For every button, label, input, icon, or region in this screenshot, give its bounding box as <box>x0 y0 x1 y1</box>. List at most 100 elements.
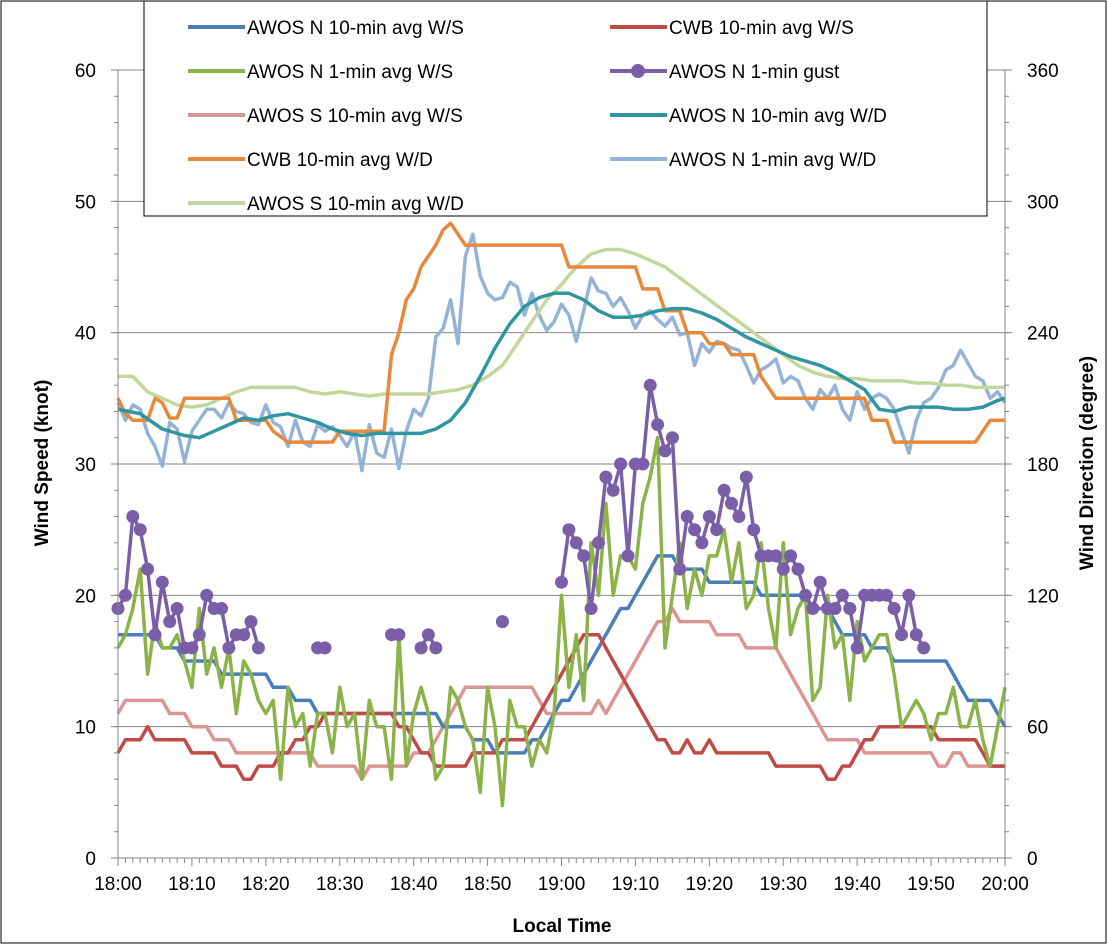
data-point <box>251 641 265 655</box>
data-point <box>739 470 753 484</box>
data-point <box>887 602 901 615</box>
data-point <box>392 628 406 642</box>
legend-item-awos-n-10-min-avg-w-d: AWOS N 10-min avg W/D <box>610 106 887 127</box>
data-point <box>828 602 842 615</box>
x-tick-label: 19:20 <box>686 874 734 895</box>
y-left-tick-label: 0 <box>85 849 96 870</box>
series-awos-n-1-min-gust <box>111 378 931 655</box>
series-line <box>116 606 1005 781</box>
series-line <box>118 247 1005 409</box>
data-point <box>806 602 820 615</box>
legend: AWOS N 10-min avg W/S CWB 10-min avg W/S A… <box>143 0 988 217</box>
data-point <box>850 641 864 655</box>
y-left-tick-label: 40 <box>75 324 96 345</box>
data-point <box>651 418 665 432</box>
data-point <box>222 641 236 655</box>
series-awos-n-10-min-avg-w-d <box>117 291 1006 440</box>
x-tick-label: 18:20 <box>242 874 290 895</box>
data-point <box>732 510 746 523</box>
x-axis-title: Local Time <box>513 916 612 937</box>
series-line <box>116 221 1005 444</box>
legend-item-cwb-10-min-avg-w-d: CWB 10-min avg W/D <box>188 150 433 171</box>
data-point <box>776 562 790 576</box>
data-point <box>688 523 702 537</box>
legend-label: AWOS N 1-min gust <box>669 62 840 83</box>
data-point <box>917 641 931 655</box>
data-point <box>717 483 731 497</box>
series-line <box>116 232 1007 473</box>
data-point <box>562 523 576 537</box>
data-point <box>909 628 923 642</box>
data-point <box>495 615 509 629</box>
legend-label: AWOS N 1-min avg W/S <box>247 62 453 83</box>
y-right-tick-label: 300 <box>1027 192 1059 213</box>
series-awos-n-1-min-avg-w-s <box>116 435 1007 808</box>
data-point <box>237 628 251 642</box>
data-point <box>148 628 162 642</box>
data-point <box>606 483 620 497</box>
series-line <box>559 383 926 650</box>
legend-item-awos-n-10-min-avg-w-s: AWOS N 10-min avg W/S <box>188 18 464 39</box>
series-cwb-10-min-avg-w-d <box>116 221 1005 444</box>
legend-label: AWOS N 1-min avg W/D <box>669 150 876 171</box>
axes-layer: 0 10 20 30 40 50 60 0 60 120 180 240 300 360 18:00 18:1… <box>75 61 1059 895</box>
legend-item-cwb-10-min-avg-w-s: CWB 10-min avg W/S <box>610 18 854 39</box>
data-point <box>592 536 605 550</box>
legend-label: AWOS S 10-min avg W/D <box>247 194 464 215</box>
data-point <box>170 602 184 615</box>
data-point <box>798 588 812 602</box>
x-tick-label: 19:10 <box>612 874 660 895</box>
data-point <box>244 615 258 629</box>
y-left-tick-label: 60 <box>75 61 96 82</box>
legend-item-awos-n-1-min-gust: AWOS N 1-min gust <box>610 62 840 83</box>
data-point <box>318 641 332 655</box>
data-point <box>784 549 798 563</box>
data-point <box>429 641 443 655</box>
data-point <box>555 575 568 589</box>
y-left-tick-label: 20 <box>75 586 96 607</box>
y-right-tick-label: 180 <box>1027 455 1059 476</box>
data-point <box>584 602 598 615</box>
series-awos-s-10-min-avg-w-d <box>118 247 1005 409</box>
series-line <box>116 435 1007 808</box>
data-point <box>702 510 716 523</box>
data-point <box>185 641 199 655</box>
data-point <box>710 523 724 537</box>
data-point <box>614 457 628 471</box>
data-point <box>569 536 583 550</box>
data-point <box>118 588 132 602</box>
y-right-tick-label: 60 <box>1027 718 1048 739</box>
x-tick-label: 18:50 <box>464 874 512 895</box>
data-point <box>880 588 894 602</box>
data-point <box>414 641 428 655</box>
data-point <box>835 588 849 602</box>
data-point <box>133 523 147 537</box>
y-axis-right-title: Wind Direction (degree) <box>1077 356 1098 570</box>
data-point <box>643 378 657 392</box>
series-layer <box>111 221 1007 808</box>
legend-item-awos-n-1-min-avg-w-s: AWOS N 1-min avg W/S <box>188 62 453 83</box>
data-point <box>192 628 206 642</box>
legend-box <box>143 0 988 217</box>
data-point <box>163 615 177 629</box>
x-tick-label: 18:30 <box>316 874 364 895</box>
data-point <box>902 588 916 602</box>
series-awos-n-1-min-avg-w-d <box>116 232 1007 473</box>
data-point <box>843 602 857 615</box>
series-line <box>117 291 1006 440</box>
y-right-tick-label: 0 <box>1027 849 1038 870</box>
data-point <box>665 431 679 445</box>
y-left-tick-label: 50 <box>75 192 96 213</box>
y-left-tick-label: 10 <box>75 718 96 739</box>
legend-item-awos-s-10-min-avg-w-s: AWOS S 10-min avg W/S <box>188 106 463 127</box>
data-point <box>895 628 908 642</box>
data-point <box>791 562 805 576</box>
data-point <box>126 510 140 523</box>
data-point <box>769 549 783 563</box>
data-point <box>141 562 155 576</box>
data-point <box>658 444 672 458</box>
data-point <box>673 562 687 576</box>
data-point <box>695 536 709 550</box>
